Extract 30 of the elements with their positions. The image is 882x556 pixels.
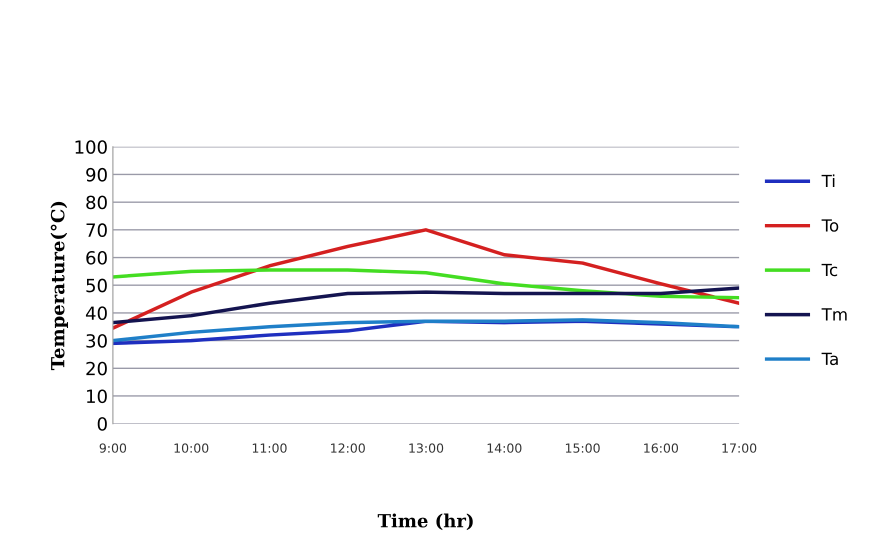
legend-label: To	[822, 219, 838, 232]
y-tick-label: 70	[86, 223, 107, 237]
legend-label: Ti	[822, 174, 834, 188]
x-tick-label: 16:00	[644, 443, 678, 453]
line-series	[112, 286, 740, 324]
x-tick-label: 15:00	[566, 443, 600, 453]
x-tick-label: 13:00	[409, 443, 444, 453]
x-axis-title: Time (hr)	[378, 514, 473, 530]
legend-label: Tm	[822, 308, 847, 320]
x-tick-label: 11:00	[252, 443, 287, 453]
y-tick-label: 80	[86, 196, 107, 210]
line-series	[112, 228, 740, 330]
x-tick-label: 14:00	[488, 443, 522, 453]
y-tick-label: 30	[86, 334, 107, 348]
legend-label: Tc	[822, 264, 838, 276]
legend-label: Ta	[822, 352, 838, 366]
line-series	[112, 268, 740, 300]
x-tick-label: 9:00	[100, 443, 126, 453]
y-axis-title: Temperature(°C)	[50, 202, 68, 370]
y-tick-label: 50	[86, 278, 107, 292]
y-tick-label: 0	[98, 417, 107, 431]
y-tick-label: 10	[87, 389, 107, 404]
y-tick-label: 40	[86, 306, 107, 320]
y-tick-label: 100	[76, 140, 107, 154]
x-tick-label: 10:00	[174, 443, 208, 453]
y-tick-label: 90	[86, 168, 107, 182]
x-tick-label: 12:00	[331, 443, 365, 453]
y-tick-label: 60	[86, 251, 107, 265]
x-tick-label: 17:00	[722, 443, 756, 453]
y-tick-label: 20	[86, 362, 107, 376]
